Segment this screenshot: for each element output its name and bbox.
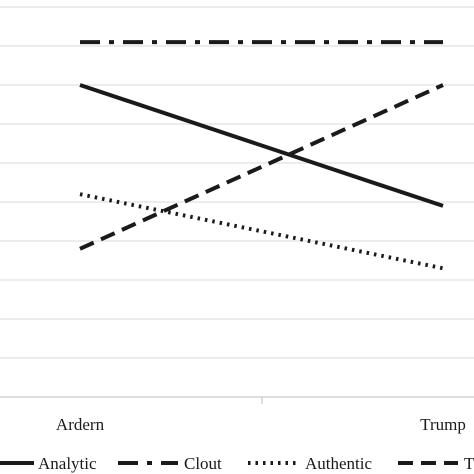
x-tick-label-ardern: Ardern	[56, 415, 105, 434]
legend-label-t: T	[464, 454, 474, 473]
legend-label-analytic: Analytic	[38, 454, 97, 473]
gridlines	[0, 6, 474, 359]
x-tick-label-trump: Trump	[420, 415, 466, 434]
series-lines	[79, 40, 444, 271]
legend-label-authentic: Authentic	[305, 454, 372, 473]
series-line-t	[79, 83, 444, 251]
series-line-analytic	[79, 83, 444, 208]
legend: Analytic Clout Authentic T	[0, 454, 474, 473]
legend-label-clout: Clout	[184, 454, 222, 473]
series-line-authentic	[79, 192, 444, 271]
